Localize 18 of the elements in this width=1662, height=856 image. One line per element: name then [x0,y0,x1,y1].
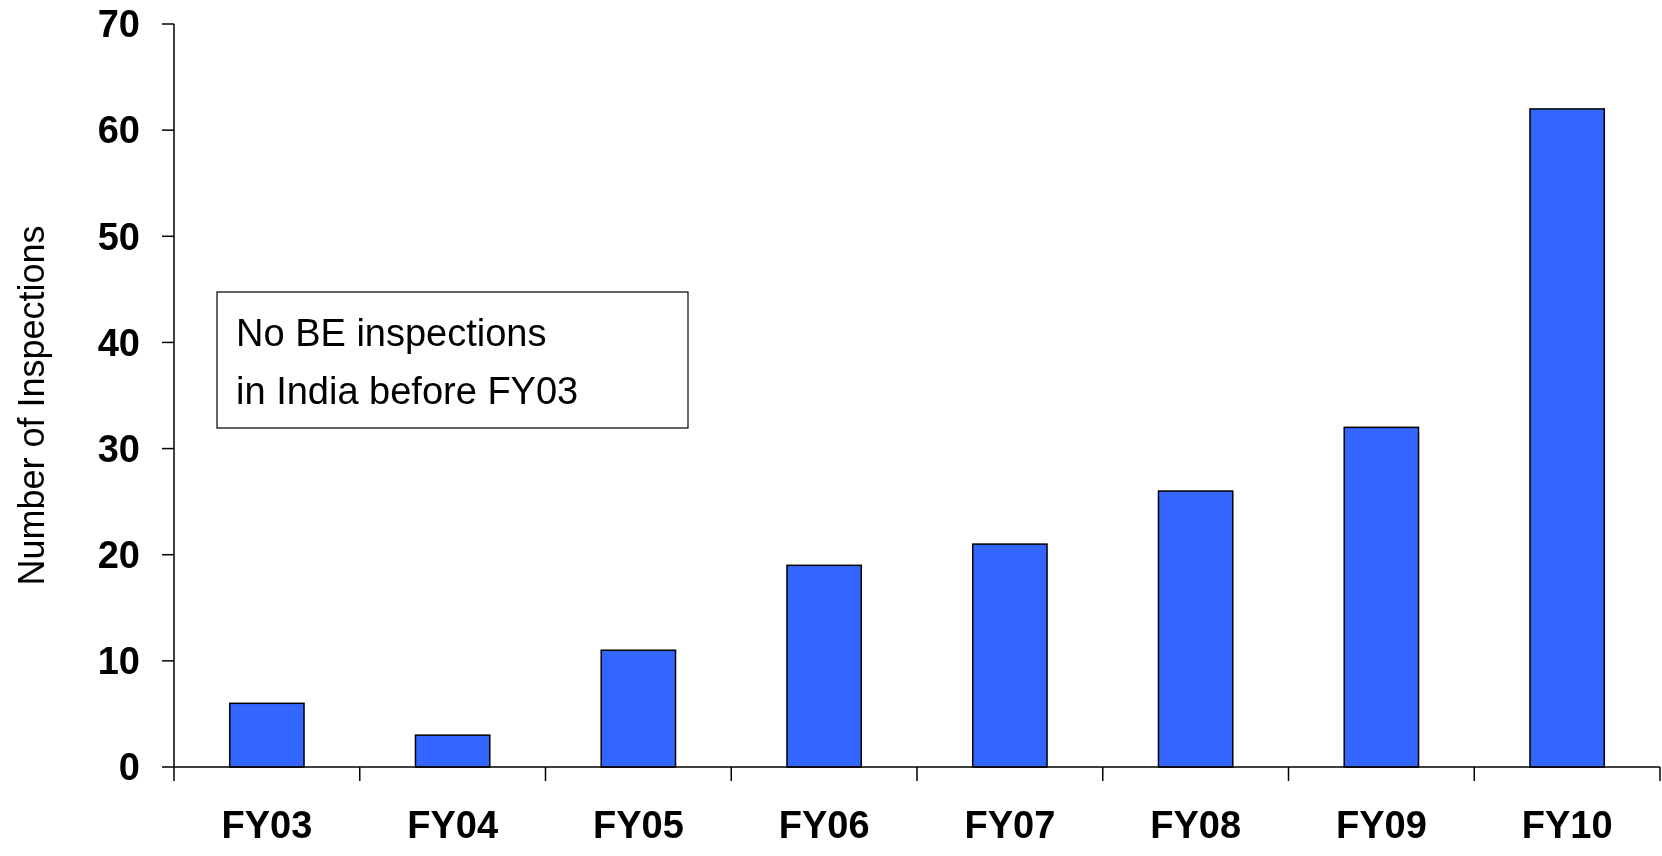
x-tick-label: FY05 [592,804,684,846]
y-tick-label: 0 [118,746,140,789]
x-tick-label: FY04 [407,804,499,846]
x-tick-label: FY06 [778,804,870,846]
y-tick-label: 40 [97,321,140,364]
x-tick-label: FY10 [1521,804,1613,846]
y-axis-title: Number of Inspections [11,225,52,586]
y-tick-label: 20 [97,534,140,577]
y-tick-label: 10 [97,640,140,683]
x-tick-label: FY07 [964,804,1056,846]
y-tick-label: 70 [97,3,140,46]
x-tick-label: FY09 [1335,804,1427,846]
y-tick-label: 50 [97,215,140,258]
y-tick-label: 60 [97,109,140,152]
annotation: No BE inspections in India before FY03 [236,312,579,412]
y-tick-label: 30 [97,427,140,470]
x-tick-label: FY03 [221,804,313,846]
x-tick-label: FY08 [1150,804,1242,846]
